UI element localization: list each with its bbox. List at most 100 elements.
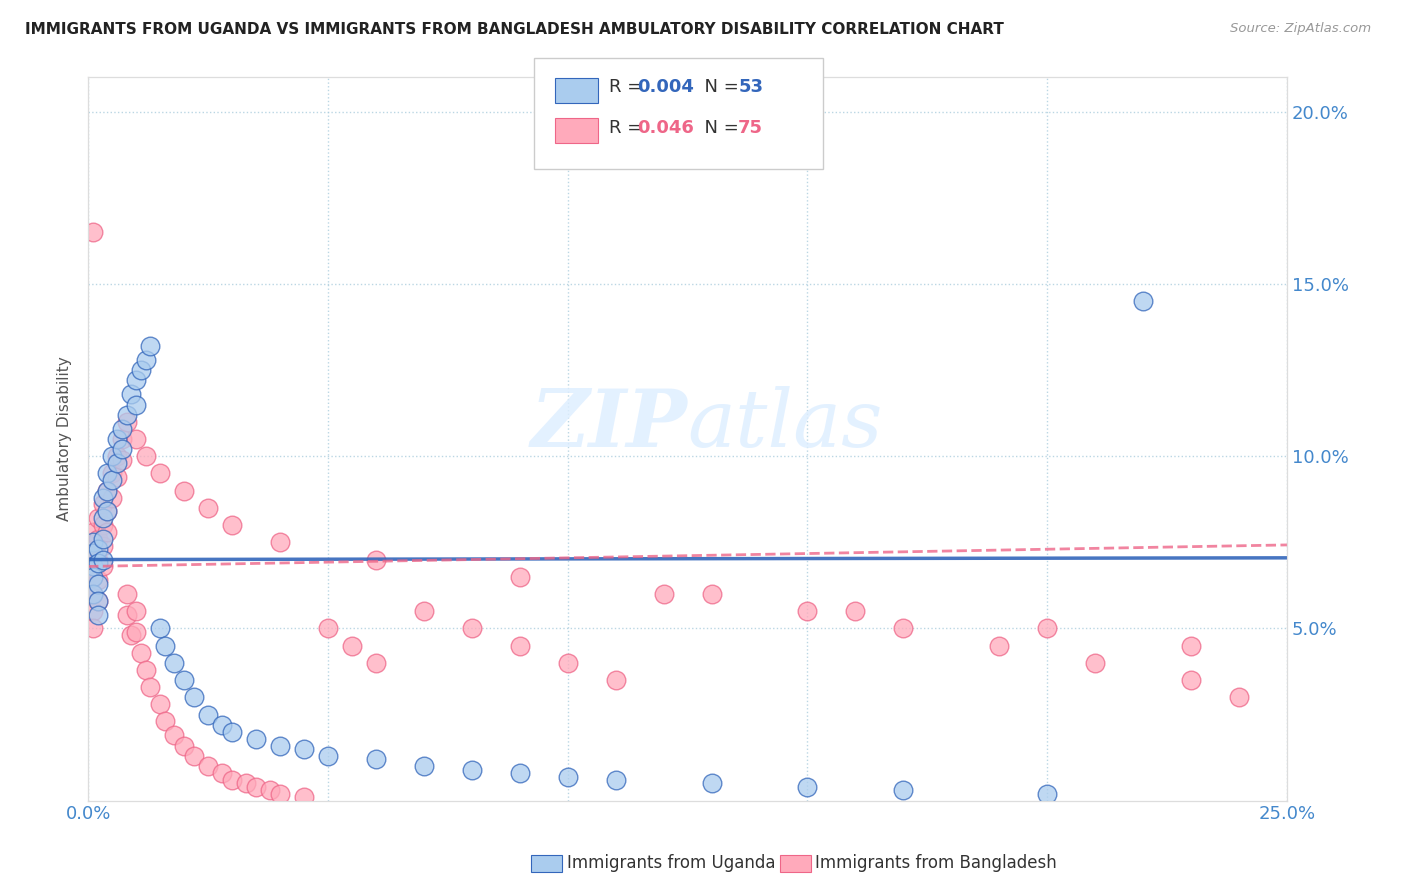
Point bbox=[105, 470, 128, 484]
Point bbox=[269, 739, 291, 753]
Point bbox=[461, 622, 484, 636]
Point bbox=[96, 467, 118, 481]
Point bbox=[292, 742, 315, 756]
Point bbox=[91, 539, 114, 553]
Point bbox=[87, 594, 110, 608]
Point bbox=[652, 587, 675, 601]
Point bbox=[269, 787, 291, 801]
Point bbox=[1132, 294, 1154, 309]
Point bbox=[509, 766, 531, 780]
Text: 0.004: 0.004 bbox=[637, 78, 693, 96]
Point bbox=[91, 491, 114, 505]
Point bbox=[235, 776, 257, 790]
Point bbox=[125, 398, 148, 412]
Point bbox=[183, 748, 205, 763]
Text: Immigrants from Bangladesh: Immigrants from Bangladesh bbox=[815, 855, 1057, 872]
Point bbox=[461, 763, 484, 777]
Point bbox=[105, 432, 128, 446]
Point bbox=[82, 535, 104, 549]
Text: N =: N = bbox=[693, 119, 745, 136]
Point bbox=[111, 432, 134, 446]
Point bbox=[364, 656, 387, 670]
Point bbox=[101, 491, 124, 505]
Point bbox=[149, 467, 172, 481]
Y-axis label: Ambulatory Disability: Ambulatory Disability bbox=[58, 357, 72, 522]
Point bbox=[82, 622, 104, 636]
Point bbox=[82, 226, 104, 240]
Point bbox=[1084, 656, 1107, 670]
Text: IMMIGRANTS FROM UGANDA VS IMMIGRANTS FROM BANGLADESH AMBULATORY DISABILITY CORRE: IMMIGRANTS FROM UGANDA VS IMMIGRANTS FRO… bbox=[25, 22, 1004, 37]
Point bbox=[153, 639, 176, 653]
Point bbox=[87, 556, 110, 570]
Point bbox=[125, 624, 148, 639]
Point bbox=[87, 532, 110, 546]
Point bbox=[988, 639, 1011, 653]
Point bbox=[129, 646, 152, 660]
Point bbox=[87, 607, 110, 622]
Point bbox=[111, 452, 134, 467]
Point bbox=[135, 663, 157, 677]
Point bbox=[105, 449, 128, 463]
Text: Source: ZipAtlas.com: Source: ZipAtlas.com bbox=[1230, 22, 1371, 36]
Point bbox=[120, 628, 142, 642]
Point bbox=[891, 622, 914, 636]
Point bbox=[605, 772, 627, 787]
Point bbox=[153, 714, 176, 729]
Point bbox=[120, 387, 142, 401]
Point bbox=[700, 587, 723, 601]
Point bbox=[96, 524, 118, 539]
Point bbox=[245, 731, 267, 746]
Point bbox=[111, 442, 134, 457]
Point bbox=[509, 639, 531, 653]
Point bbox=[91, 498, 114, 512]
Point bbox=[82, 546, 104, 560]
Point bbox=[82, 587, 104, 601]
Point bbox=[101, 449, 124, 463]
Point bbox=[82, 546, 104, 560]
Point bbox=[111, 422, 134, 436]
Point bbox=[1036, 787, 1059, 801]
Point bbox=[221, 772, 243, 787]
Point bbox=[82, 559, 104, 574]
Text: 0.046: 0.046 bbox=[637, 119, 693, 136]
Point bbox=[1227, 690, 1250, 705]
Point bbox=[115, 408, 138, 422]
Point bbox=[605, 673, 627, 687]
Point bbox=[197, 707, 219, 722]
Text: R =: R = bbox=[609, 119, 648, 136]
Point bbox=[796, 604, 818, 618]
Point bbox=[115, 587, 138, 601]
Point bbox=[891, 783, 914, 797]
Point bbox=[135, 352, 157, 367]
Point bbox=[557, 656, 579, 670]
Point bbox=[412, 759, 434, 773]
Point bbox=[340, 639, 363, 653]
Point bbox=[82, 570, 104, 584]
Point bbox=[796, 780, 818, 794]
Point bbox=[1180, 639, 1202, 653]
Point bbox=[96, 504, 118, 518]
Point bbox=[82, 570, 104, 584]
Point bbox=[115, 415, 138, 429]
Point bbox=[139, 339, 162, 353]
Point bbox=[183, 690, 205, 705]
Point bbox=[125, 374, 148, 388]
Text: atlas: atlas bbox=[688, 386, 883, 463]
Point bbox=[245, 780, 267, 794]
Point bbox=[87, 576, 110, 591]
Point bbox=[316, 622, 339, 636]
Point bbox=[91, 552, 114, 566]
Point bbox=[101, 474, 124, 488]
Point bbox=[197, 500, 219, 515]
Point bbox=[292, 790, 315, 805]
Text: 75: 75 bbox=[738, 119, 763, 136]
Point bbox=[259, 783, 281, 797]
Point bbox=[173, 739, 195, 753]
Point bbox=[211, 718, 233, 732]
Point bbox=[149, 697, 172, 711]
Point bbox=[509, 570, 531, 584]
Point bbox=[91, 511, 114, 525]
Point bbox=[412, 604, 434, 618]
Point bbox=[129, 363, 152, 377]
Point bbox=[91, 532, 114, 546]
